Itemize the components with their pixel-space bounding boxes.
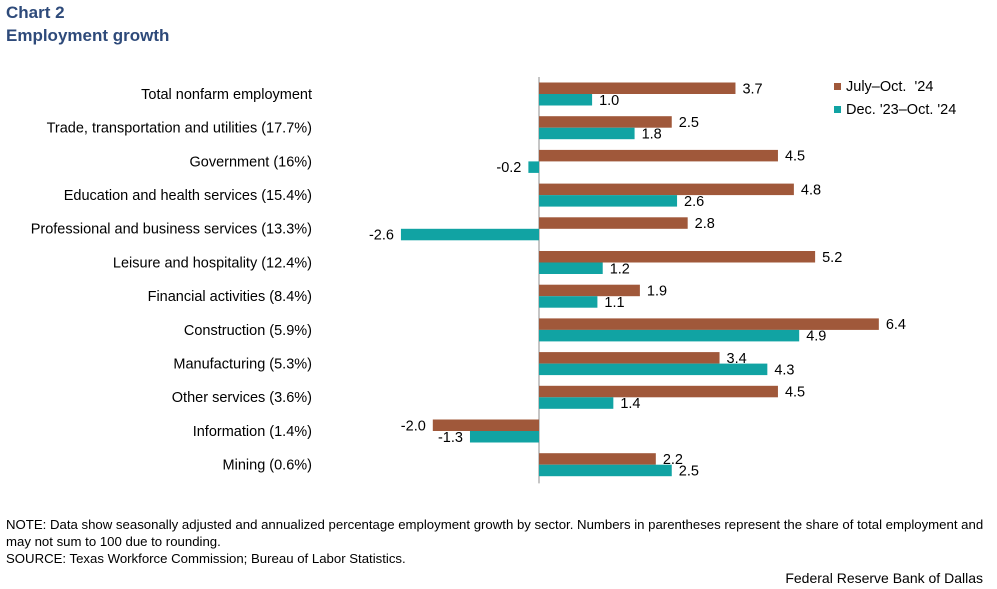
data-label: 4.3 (774, 362, 794, 378)
bar-series-1 (539, 251, 816, 263)
data-label: 1.2 (610, 261, 630, 277)
category-label: Professional and business services (13.3… (31, 222, 312, 238)
data-label: 1.9 (647, 283, 667, 299)
bar-series-2 (539, 397, 614, 409)
bar-series-2 (528, 161, 539, 173)
data-label: 1.0 (599, 93, 619, 109)
data-label: 4.9 (806, 329, 826, 345)
bar-series-2 (469, 431, 539, 443)
bar-series-1 (539, 116, 672, 128)
chart-source: SOURCE: Texas Workforce Commission; Bure… (6, 551, 406, 566)
legend-swatch (834, 83, 841, 90)
category-label: Leisure and hospitality (12.4%) (113, 255, 312, 271)
data-label: 6.4 (886, 317, 906, 333)
data-label: -1.3 (438, 430, 463, 446)
data-label: -2.0 (401, 418, 426, 434)
data-label: 3.7 (742, 81, 762, 97)
data-label: 2.5 (679, 463, 699, 479)
category-label: Construction (5.9%) (184, 323, 312, 339)
data-label: 1.4 (620, 396, 640, 412)
data-label: -2.6 (369, 228, 394, 244)
data-label: 2.6 (684, 194, 704, 210)
category-label: Total nonfarm employment (141, 87, 312, 103)
chart-title: Employment growth (6, 26, 170, 45)
data-label: 5.2 (822, 250, 842, 266)
data-label: 4.5 (785, 149, 805, 165)
bar-chart: Total nonfarm employment 3.7 1.0 Trade, tra… (31, 77, 956, 484)
data-label: 2.2 (663, 452, 683, 468)
legend-swatch (834, 106, 841, 113)
labels-layer: Total nonfarm employment 3.7 1.0 Trade, tra… (31, 81, 906, 479)
data-label: 3.4 (727, 351, 747, 367)
category-label: Information (1.4%) (193, 424, 312, 440)
bar-series-2 (539, 195, 678, 207)
bar-series-1 (539, 284, 640, 297)
data-label: 1.1 (604, 295, 624, 311)
legend: July–Oct. '24 Dec. '23–Oct. '24 (834, 79, 956, 118)
chart-credit: Federal Reserve Bank of Dallas (785, 570, 983, 586)
bar-series-2 (539, 464, 672, 477)
legend-label: July–Oct. '24 (846, 79, 933, 95)
bar-series-2 (539, 296, 598, 308)
bar-series-2 (539, 329, 800, 342)
bar-series-2 (539, 94, 593, 106)
category-label: Manufacturing (5.3%) (173, 356, 312, 372)
bar-series-1 (539, 318, 879, 330)
data-label: 2.8 (695, 216, 715, 232)
bar-series-2 (539, 127, 635, 140)
category-label: Education and health services (15.4%) (64, 188, 312, 204)
data-label: 2.5 (679, 115, 699, 131)
category-label: Other services (3.6%) (172, 390, 312, 406)
bar-series-1 (539, 217, 688, 229)
bar-series-1 (432, 419, 539, 431)
bar-series-1 (539, 352, 720, 364)
bar-series-1 (539, 453, 656, 465)
bar-series-1 (539, 385, 778, 398)
bar-series-2 (539, 363, 768, 376)
bar-series-1 (539, 183, 794, 196)
category-label: Trade, transportation and utilities (17.… (47, 121, 312, 137)
bar-series-2 (400, 228, 539, 241)
data-label: 1.8 (642, 126, 662, 142)
legend-label: Dec. '23–Oct. '24 (846, 102, 956, 118)
data-label: 4.8 (801, 182, 821, 198)
category-label: Financial activities (8.4%) (148, 289, 312, 305)
bars-layer (400, 77, 879, 484)
chart-note: NOTE: Data show seasonally adjusted and … (6, 517, 984, 549)
chart-number: Chart 2 (6, 3, 65, 22)
category-label: Mining (0.6%) (223, 458, 312, 474)
bar-series-2 (539, 262, 603, 274)
bar-series-1 (539, 149, 778, 162)
data-label: 4.5 (785, 385, 805, 401)
bar-series-1 (539, 82, 736, 94)
data-label: -0.2 (496, 160, 521, 176)
category-label: Government (16%) (190, 154, 313, 170)
